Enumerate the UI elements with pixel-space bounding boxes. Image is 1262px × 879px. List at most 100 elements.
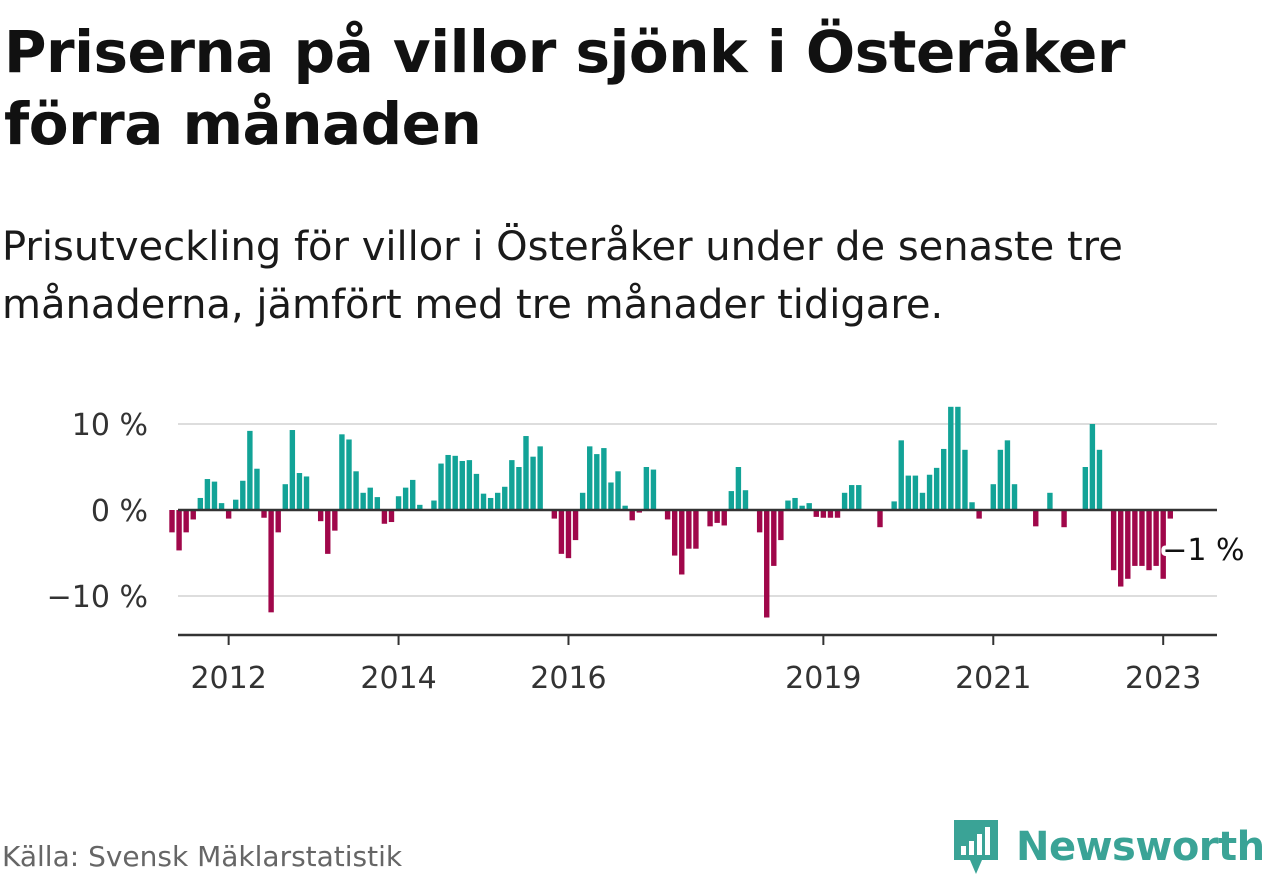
bar <box>579 492 586 510</box>
bar <box>1047 492 1053 510</box>
bar <box>834 510 841 518</box>
x-tick-label: 2023 <box>1125 661 1201 696</box>
bar <box>912 475 919 510</box>
bar <box>1033 510 1039 527</box>
bar <box>962 449 968 510</box>
bar <box>395 496 402 510</box>
bar <box>948 406 954 510</box>
bar <box>473 473 480 510</box>
y-tick-label: 10 % <box>72 408 148 443</box>
bar <box>445 454 451 510</box>
y-tick-label: 0 % <box>91 494 148 529</box>
bar <box>643 467 650 510</box>
brand-logo: Newsworthy <box>950 816 1262 878</box>
bars <box>169 406 1173 618</box>
bar <box>1061 510 1067 528</box>
bar <box>247 430 253 510</box>
bar <box>813 510 819 517</box>
bar <box>848 485 855 510</box>
y-tick-label: −10 % <box>47 580 148 615</box>
bar <box>792 497 798 510</box>
bar <box>799 505 805 510</box>
bar <box>933 467 940 510</box>
bar <box>969 502 975 510</box>
newsworthy-logo-icon <box>954 820 998 874</box>
bar <box>332 510 338 531</box>
bar <box>856 485 862 510</box>
x-tick-label: 2019 <box>785 661 861 696</box>
bar <box>1132 510 1138 566</box>
bar <box>742 490 749 510</box>
bar <box>204 479 211 510</box>
bar <box>1139 510 1145 566</box>
bar <box>317 510 324 522</box>
grid-lines <box>178 423 1217 597</box>
tick-labels: 10 % 0 % −10 % 2012 2014 2016 2019 2021 2023 <box>47 408 1202 696</box>
bar <box>459 460 465 510</box>
bar <box>785 500 791 510</box>
bar <box>686 510 692 549</box>
bar <box>735 467 742 510</box>
bar <box>494 492 501 510</box>
bar <box>509 460 515 510</box>
bar <box>240 480 246 510</box>
bar <box>211 481 218 510</box>
bar <box>671 510 678 556</box>
x-tick-label: 2016 <box>530 661 606 696</box>
bar <box>523 436 529 510</box>
bar <box>891 501 897 510</box>
bar <box>919 492 926 510</box>
bar <box>615 471 621 510</box>
bar <box>1089 424 1096 510</box>
bar <box>388 510 395 523</box>
bar <box>261 510 267 518</box>
bar <box>820 510 827 518</box>
bar <box>452 455 458 510</box>
bar <box>502 486 508 510</box>
bar <box>431 500 437 510</box>
chart-subtitle: Prisutveckling för villor i Österåker un… <box>2 224 1123 328</box>
bar <box>1096 449 1103 510</box>
bar <box>728 491 735 510</box>
brand-name: Newsworthy <box>1016 824 1262 870</box>
bar <box>346 439 352 510</box>
bar <box>990 484 996 510</box>
bar <box>664 510 671 520</box>
bar <box>565 510 572 559</box>
bar <box>360 492 366 510</box>
bar <box>190 510 196 520</box>
bar <box>955 406 961 510</box>
bar <box>303 476 310 510</box>
bar-chart: 10 % 0 % −10 % 2012 2014 2016 2019 2021 2023 −1 … <box>47 406 1249 696</box>
bar <box>941 448 947 510</box>
bar <box>594 454 600 510</box>
bar <box>558 510 565 554</box>
bar <box>877 510 883 528</box>
last-value-annotation: −1 % <box>1162 533 1244 568</box>
bar <box>608 482 614 510</box>
bar <box>325 510 331 554</box>
bar <box>679 510 685 575</box>
bar <box>756 510 763 533</box>
source-note: Källa: Svensk Mäklarstatistik <box>2 840 403 873</box>
bar <box>898 440 904 510</box>
bar <box>537 446 543 510</box>
bar <box>381 510 388 524</box>
axes <box>178 508 1217 645</box>
bar <box>197 497 204 510</box>
bar <box>417 504 423 510</box>
bar <box>976 510 982 519</box>
bar <box>707 510 713 527</box>
bar <box>410 479 416 510</box>
bar <box>296 473 303 510</box>
bar <box>438 463 444 510</box>
bar <box>1160 510 1166 579</box>
bar <box>587 446 593 510</box>
bar <box>1082 467 1089 510</box>
bar <box>827 510 834 518</box>
bar <box>487 497 494 510</box>
x-tick-label: 2021 <box>955 661 1031 696</box>
bar <box>339 434 345 510</box>
bar <box>636 510 642 513</box>
bar <box>353 471 359 510</box>
